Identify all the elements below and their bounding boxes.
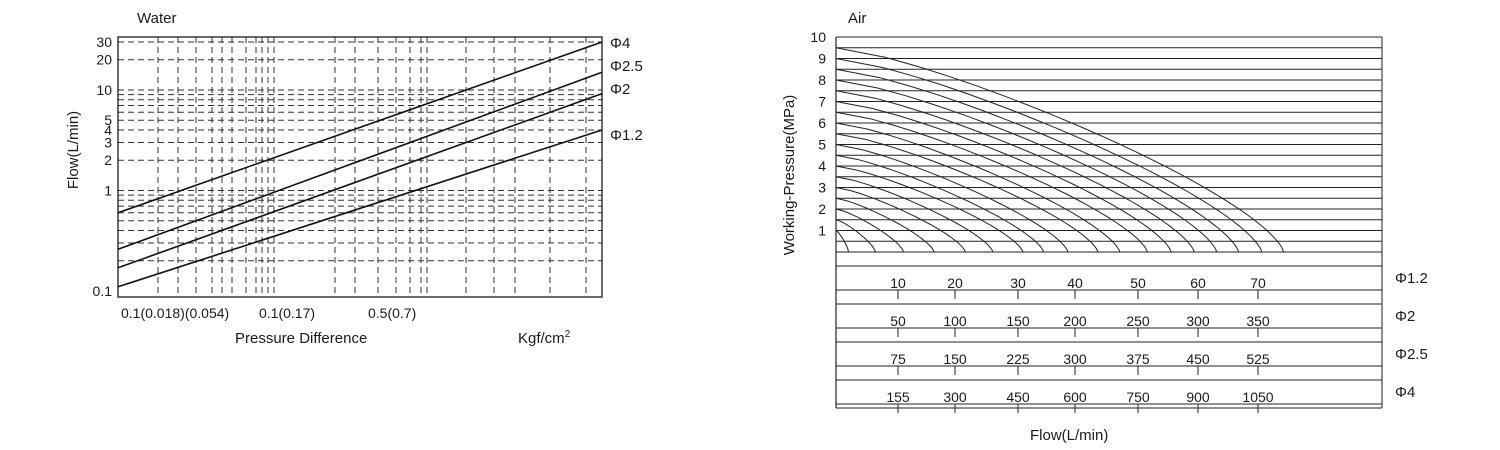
water-series-line: [117, 41, 603, 214]
air-scale-tick-label: 155: [886, 389, 910, 405]
water-series-line: [117, 71, 603, 251]
air-scale-name: Φ1.2: [1395, 270, 1428, 287]
water-y-tick-label: 1: [104, 183, 112, 199]
air-scale-tick-label: 50: [890, 313, 906, 329]
water-x-axis-label: Pressure Difference: [235, 330, 367, 347]
air-scale-tick-label: 600: [1063, 389, 1087, 405]
air-flow-curve: [835, 165, 1024, 253]
water-y-tick-label: 2: [104, 152, 112, 168]
air-scale-tick-label: 20: [947, 275, 963, 291]
water-y-tick-label: 0.1: [93, 283, 113, 299]
water-x-tick-label-3: 0.5(0.7): [368, 305, 416, 321]
air-scale-tick-label: 750: [1126, 389, 1150, 405]
water-y-tick-label: 3: [104, 135, 112, 151]
water-series-label: Φ2.5: [610, 58, 643, 75]
water-x-tick-label-2: 0.1(0.17): [259, 305, 315, 321]
air-scale-name: Φ4: [1395, 384, 1415, 401]
air-y-tick-label: 9: [818, 51, 826, 67]
water-y-tick-label: 30: [96, 34, 112, 50]
air-scale-tick-label: 300: [1063, 351, 1087, 367]
air-y-tick-label: 10: [810, 29, 826, 45]
air-y-tick-labels: 1 2 3 4 5 6 7 8 9 10: [810, 29, 826, 239]
air-scale-tick-label: 75: [890, 351, 906, 367]
water-plot-frame: [117, 36, 603, 298]
air-scale-tick-label: 900: [1186, 389, 1210, 405]
air-flow-curve: [835, 111, 1148, 253]
air-flow-curve: [835, 47, 1284, 253]
air-scale-tick-label: 375: [1126, 351, 1150, 367]
air-flow-curve: [835, 219, 876, 253]
water-y-tick-label: 4: [104, 122, 112, 138]
air-flow-curves: [835, 47, 1284, 253]
air-y-tick-label: 1: [818, 223, 826, 239]
air-x-axis-label: Flow(L/min): [1030, 427, 1108, 444]
air-scale-tick-label: 30: [1010, 275, 1026, 291]
air-flow-curve: [835, 197, 935, 253]
air-flow-curve: [835, 79, 1218, 253]
air-scale-tick-label: 10: [890, 275, 906, 291]
air-flow-curve: [835, 90, 1195, 253]
air-scale-tick-label: 150: [943, 351, 967, 367]
water-y-tick-label: 5: [104, 112, 112, 128]
air-scale-tick-label: 100: [943, 313, 967, 329]
water-series-label: Φ1.2: [610, 127, 643, 144]
air-y-tick-label: 7: [818, 94, 826, 110]
air-flow-curve: [835, 176, 994, 253]
air-scale-tick-label: 225: [1006, 351, 1030, 367]
air-scale-tick-label: 40: [1067, 275, 1083, 291]
air-y-tick-label: 5: [818, 137, 826, 153]
air-flow-curve: [835, 208, 904, 253]
air-pressure-gridlines: [835, 36, 1382, 408]
air-flow-curve: [835, 68, 1239, 253]
water-x-tick-label-1: 0.1(0.018)(0.054): [121, 305, 229, 321]
air-flow-curve: [835, 133, 1099, 253]
water-x-unit-label: Kgf/cm2: [518, 329, 571, 347]
water-chart-title: Water: [137, 10, 176, 27]
water-grid: [118, 37, 602, 297]
air-scale-tick-label: 50: [1130, 275, 1146, 291]
air-scale-tick-label: 70: [1250, 275, 1266, 291]
air-scale-tick-label: 250: [1126, 313, 1150, 329]
water-y-axis-label: Flow(L/min): [65, 111, 82, 189]
air-flow-curve: [835, 187, 966, 253]
air-flow-curve: [835, 144, 1069, 253]
air-scale-tick-label: 150: [1006, 313, 1030, 329]
air-scale-tick-label: 350: [1246, 313, 1270, 329]
air-scale-tick-label: 525: [1246, 351, 1270, 367]
air-chart-title: Air: [848, 10, 866, 27]
air-scale-tick-label: 60: [1190, 275, 1206, 291]
air-scale-tick-label: 1050: [1242, 389, 1273, 405]
water-series-line: [117, 129, 603, 288]
air-scale-name: Φ2.5: [1395, 346, 1428, 363]
air-flow-curve: [835, 101, 1172, 253]
air-scale-tick-label: 200: [1063, 313, 1087, 329]
air-flow-curve: [835, 230, 849, 252]
air-scale-tick-label: 300: [943, 389, 967, 405]
water-series-line: [117, 92, 603, 269]
water-series-label: Φ2: [610, 81, 630, 98]
air-y-axis-label: Working-Pressure(MPa): [781, 95, 798, 256]
air-scale-name: Φ2: [1395, 308, 1415, 325]
air-scale-tick-label: 450: [1006, 389, 1030, 405]
water-y-tick-label: 10: [96, 82, 112, 98]
air-flow-curve: [835, 154, 1044, 253]
air-flow-curve: [835, 122, 1121, 253]
air-y-tick-label: 6: [818, 115, 826, 131]
air-scale-tick-label: 450: [1186, 351, 1210, 367]
air-scale-tick-label: 300: [1186, 313, 1210, 329]
air-y-tick-label: 3: [818, 180, 826, 196]
air-y-tick-label: 8: [818, 72, 826, 88]
water-series-label: Φ4: [610, 35, 630, 52]
air-y-tick-label: 2: [818, 201, 826, 217]
water-y-tick-label: 20: [96, 52, 112, 68]
air-flow-scales: 10 20 30 40 50 60 70 Φ1.2 50 100 150 200 250 300 350 Φ2…: [836, 37, 1428, 413]
air-y-tick-label: 4: [818, 158, 826, 174]
water-series-lines: Φ4 Φ2.5 Φ2 Φ1.2: [117, 35, 643, 288]
air-flow-curve: [835, 58, 1263, 253]
